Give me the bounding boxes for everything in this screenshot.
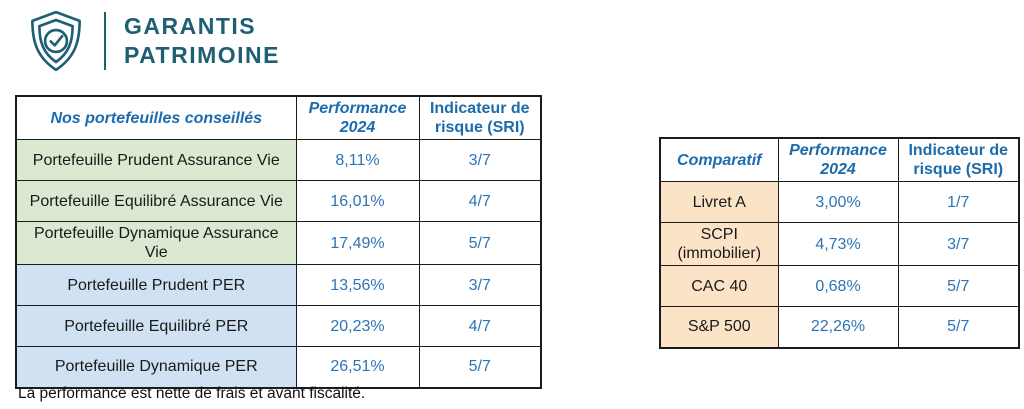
comparison-performance-cell: 0,68% <box>777 265 899 307</box>
comparison-performance-cell: 3,00% <box>777 181 899 223</box>
portfolio-sri-cell: 4/7 <box>418 180 542 222</box>
portfolio-label-cell: Portefeuille Prudent PER <box>15 264 297 306</box>
portfolio-label-cell: Portefeuille Equilibré PER <box>15 305 297 347</box>
portfolio-label-cell: Portefeuille Prudent Assurance Vie <box>15 139 297 181</box>
portfolio-performance-cell: 13,56% <box>295 264 420 306</box>
portfolio-sri-cell: 5/7 <box>418 346 542 388</box>
brand-name-line1: GARANTIS <box>124 13 257 39</box>
portfolio-label-cell: Portefeuille Equilibré Assurance Vie <box>15 180 297 222</box>
portfolio-sri-cell: 3/7 <box>418 264 542 306</box>
portfolio-table-title: Nos portefeuilles conseillés <box>15 95 297 140</box>
portfolio-table-row: Portefeuille Dynamique PER 26,51% 5/7 <box>15 346 542 388</box>
portfolio-label-cell: Portefeuille Dynamique PER <box>15 346 297 388</box>
comparison-sri-cell: 3/7 <box>897 222 1020 266</box>
portfolio-performance-cell: 8,11% <box>295 139 420 181</box>
comparison-table: Comparatif Performance 2024 Indicateur d… <box>659 137 1020 349</box>
portfolio-table-body: Portefeuille Prudent Assurance Vie 8,11% 3… <box>15 139 542 388</box>
portfolio-sri-cell: 3/7 <box>418 139 542 181</box>
comparison-label-cell: Livret A <box>659 181 779 223</box>
comparison-performance-cell: 22,26% <box>777 306 899 348</box>
portfolio-label-cell: Portefeuille Dynamique Assurance Vie <box>15 221 297 265</box>
performance-footnote: La performance est nette de frais et ava… <box>18 385 366 402</box>
portfolio-sri-column-header: Indicateur de risque (SRI) <box>418 95 542 140</box>
portfolio-table-row: Portefeuille Equilibré Assurance Vie 16,0… <box>15 180 542 222</box>
shield-check-icon <box>31 10 81 72</box>
portfolio-table-row: Portefeuille Prudent Assurance Vie 8,11% 3… <box>15 139 542 181</box>
comparison-performance-column-header: Performance 2024 <box>777 137 899 182</box>
portfolio-performance-cell: 20,23% <box>295 305 420 347</box>
comparison-table-row: S&P 500 22,26% 5/7 <box>659 306 1020 348</box>
portfolio-table-row: Portefeuille Dynamique Assurance Vie 17,4… <box>15 221 542 265</box>
portfolio-performance-column-header: Performance 2024 <box>295 95 420 140</box>
comparison-table-row: CAC 40 0,68% 5/7 <box>659 265 1020 307</box>
comparison-label-cell: S&P 500 <box>659 306 779 348</box>
portfolio-sri-cell: 5/7 <box>418 221 542 265</box>
comparison-header-row: Comparatif Performance 2024 Indicateur d… <box>659 137 1020 182</box>
portfolio-header-row: Nos portefeuilles conseillés Performance… <box>15 95 542 140</box>
portfolio-table: Nos portefeuilles conseillés Performance… <box>15 95 542 389</box>
comparison-table-row: SCPI (immobilier) 4,73% 3/7 <box>659 222 1020 266</box>
portfolio-performance-cell: 26,51% <box>295 346 420 388</box>
comparison-performance-cell: 4,73% <box>777 222 899 266</box>
brand-name-line2: PATRIMOINE <box>124 42 280 68</box>
logo-divider <box>104 12 106 70</box>
comparison-table-row: Livret A 3,00% 1/7 <box>659 181 1020 223</box>
comparison-sri-cell: 1/7 <box>897 181 1020 223</box>
brand-logo: GARANTIS PATRIMOINE <box>28 8 280 74</box>
portfolio-performance-cell: 16,01% <box>295 180 420 222</box>
portfolio-table-row: Portefeuille Prudent PER 13,56% 3/7 <box>15 264 542 306</box>
comparison-table-title: Comparatif <box>659 137 779 182</box>
brand-name: GARANTIS PATRIMOINE <box>124 12 280 70</box>
portfolio-table-row: Portefeuille Equilibré PER 20,23% 4/7 <box>15 305 542 347</box>
comparison-sri-cell: 5/7 <box>897 306 1020 348</box>
comparison-label-cell: SCPI (immobilier) <box>659 222 779 266</box>
comparison-sri-column-header: Indicateur de risque (SRI) <box>897 137 1020 182</box>
comparison-sri-cell: 5/7 <box>897 265 1020 307</box>
comparison-label-cell: CAC 40 <box>659 265 779 307</box>
portfolio-performance-cell: 17,49% <box>295 221 420 265</box>
comparison-table-body: Livret A 3,00% 1/7 SCPI (immobilier) 4,73% 3/… <box>659 181 1020 348</box>
portfolio-sri-cell: 4/7 <box>418 305 542 347</box>
